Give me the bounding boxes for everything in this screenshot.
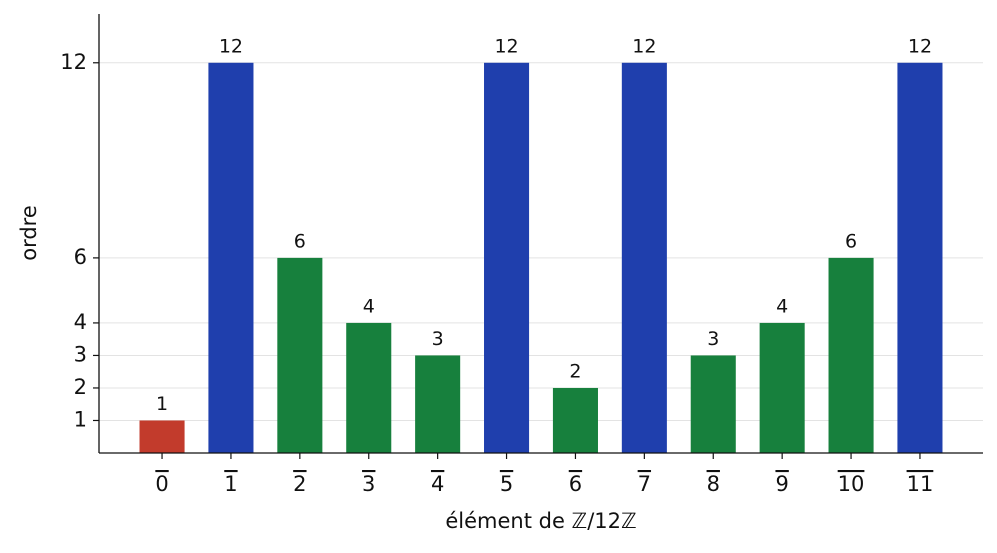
- bar: [139, 420, 185, 453]
- bar: [828, 257, 874, 453]
- x-tick-label: 11: [907, 472, 934, 496]
- value-label: 3: [707, 328, 719, 350]
- y-tick-label: 6: [74, 245, 87, 269]
- value-label: 12: [908, 35, 932, 57]
- y-tick-label: 2: [74, 375, 87, 399]
- y-axis-label: ordre: [17, 205, 41, 261]
- x-tick-label: 2: [293, 472, 306, 496]
- x-tick-label: 8: [707, 472, 720, 496]
- value-label: 12: [494, 35, 518, 57]
- x-tick-label: 0: [155, 472, 168, 496]
- x-tick-label: 3: [362, 472, 375, 496]
- x-tick-label: 1: [224, 472, 237, 496]
- bar: [897, 62, 943, 454]
- x-tick-label: 4: [431, 472, 444, 496]
- x-tick-label: 6: [569, 472, 582, 496]
- x-tick-label: 7: [638, 472, 651, 496]
- y-tick-label: 3: [74, 342, 87, 366]
- value-label: 4: [776, 295, 788, 317]
- bar: [484, 62, 530, 454]
- value-label: 4: [363, 295, 375, 317]
- y-tick-label: 12: [60, 50, 87, 74]
- value-label: 6: [845, 230, 857, 252]
- y-tick-label: 4: [74, 310, 87, 334]
- value-label: 3: [432, 328, 444, 350]
- bar: [277, 257, 323, 453]
- bar: [621, 62, 667, 454]
- bar: [208, 62, 254, 454]
- bar: [690, 355, 736, 453]
- x-tick-label: 9: [775, 472, 788, 496]
- bar: [552, 387, 598, 453]
- x-tick-label: 10: [838, 472, 865, 496]
- value-label: 12: [219, 35, 243, 57]
- value-label: 1: [156, 393, 168, 415]
- value-label: 2: [569, 360, 581, 382]
- bar: [759, 322, 805, 453]
- value-label: 6: [294, 230, 306, 252]
- value-label: 12: [632, 35, 656, 57]
- bar: [346, 322, 392, 453]
- bar: [415, 355, 461, 453]
- y-tick-label: 1: [74, 407, 87, 431]
- x-tick-label: 5: [500, 472, 513, 496]
- x-axis-label: élément de ℤ/12ℤ: [445, 509, 636, 533]
